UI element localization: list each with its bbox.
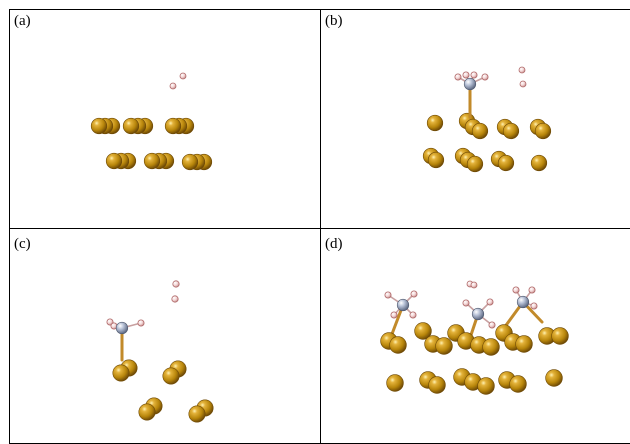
panel-c: (c) [9, 228, 321, 444]
hydrogen-atom [172, 280, 180, 288]
panel-b-molecule [422, 66, 552, 173]
hydrogen-atom [512, 286, 520, 294]
panel-d-molecule [380, 280, 569, 395]
hydrogen-atom [171, 295, 179, 303]
gold-atom [509, 375, 527, 393]
hydrogen-atom [519, 80, 527, 88]
panel-c-molecule [106, 280, 214, 423]
gold-atom [414, 322, 432, 340]
hydrogen-atom [410, 290, 418, 298]
hydrogen-atom [528, 286, 536, 294]
gold-atom [90, 117, 108, 135]
hydrogen-atom [488, 321, 496, 329]
gold-atom [143, 152, 161, 170]
hydrogen-atom [409, 311, 417, 319]
gold-atom [477, 377, 495, 395]
hydrogen-atom [530, 302, 538, 310]
gold-atom [551, 327, 569, 345]
nitrogen-atom [396, 298, 410, 312]
hydrogen-atom [169, 82, 177, 90]
gold-atom [545, 369, 563, 387]
hydrogen-atom [462, 299, 470, 307]
hydrogen-atom [137, 319, 145, 327]
gold-atom [497, 154, 515, 172]
hydrogen-atom [454, 73, 462, 81]
panel-b: (b) [320, 9, 630, 229]
nitrogen-atom [463, 77, 477, 91]
gold-atom [426, 114, 444, 132]
gold-atom [466, 155, 484, 173]
gold-atom [502, 122, 520, 140]
gold-atom [471, 122, 489, 140]
gold-atom [386, 374, 404, 392]
panel-d: (d) [320, 228, 630, 444]
hydrogen-atom [462, 71, 470, 79]
hydrogen-atom [390, 311, 398, 319]
gold-atom [164, 117, 182, 135]
panel-c-label: (c) [14, 236, 31, 252]
gold-atom [138, 403, 156, 421]
hydrogen-atom [470, 71, 478, 79]
nitrogen-atom [471, 307, 485, 321]
gold-atom [188, 405, 206, 423]
hydrogen-atom [470, 281, 478, 289]
gold-atom [482, 338, 500, 356]
panel-a-label: (a) [14, 13, 31, 29]
gold-atom [428, 376, 446, 394]
nitrogen-atom [516, 295, 530, 309]
gold-atom [122, 117, 140, 135]
panel-a-molecule [90, 72, 213, 171]
gold-atom [389, 336, 407, 354]
hydrogen-atom [486, 298, 494, 306]
panel-d-label: (d) [325, 236, 343, 252]
gold-atom [162, 367, 180, 385]
gold-atom [530, 154, 548, 172]
hydrogen-atom [481, 73, 489, 81]
hydrogen-atom [518, 66, 526, 74]
panel-b-label: (b) [325, 13, 343, 29]
gold-atom [427, 151, 445, 169]
nitrogen-atom [115, 321, 129, 335]
gold-atom [112, 364, 130, 382]
gold-atom [534, 122, 552, 140]
hydrogen-atom [384, 291, 392, 299]
hydrogen-atom [179, 72, 187, 80]
gold-atom [515, 335, 533, 353]
gold-atom [105, 152, 123, 170]
panel-a: (a) [9, 9, 321, 229]
gold-atom [435, 337, 453, 355]
gold-atom [181, 153, 199, 171]
